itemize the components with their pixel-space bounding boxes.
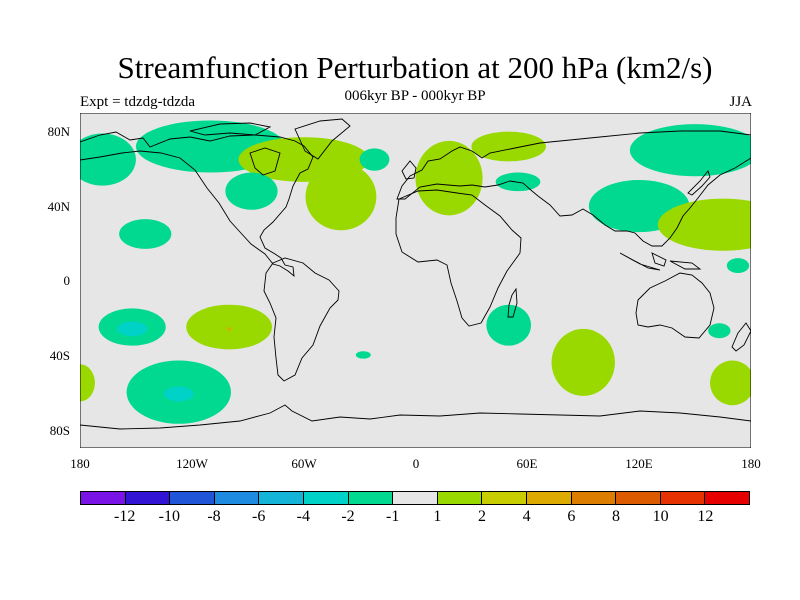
coast-africa xyxy=(395,189,522,327)
coastline-layer xyxy=(80,118,751,430)
coast-madagascar xyxy=(507,287,518,318)
colorbar-segment xyxy=(124,492,170,504)
coast-japan xyxy=(687,170,711,196)
anomaly-n-pacific-pos xyxy=(657,198,751,251)
coast-greenland xyxy=(294,118,351,160)
lon-label-120w: 120W xyxy=(176,456,208,471)
colorbar-segment xyxy=(570,492,616,504)
colorbar-label: -6 xyxy=(251,508,266,525)
colorbar-segment xyxy=(525,492,571,504)
coast-uk xyxy=(401,160,417,180)
coast-new-zealand xyxy=(731,322,751,352)
anomaly-sw-indian-neg xyxy=(486,304,532,346)
colorbar-segment xyxy=(302,492,348,504)
colorbar-label: 2 xyxy=(478,508,486,525)
colorbar-label: 4 xyxy=(522,508,531,525)
lat-label-eq: 0 xyxy=(63,273,71,288)
colorbar-segment xyxy=(481,492,526,504)
lat-label-80s: 80S xyxy=(49,423,70,438)
lat-label-80n: 80N xyxy=(47,124,70,139)
anomaly-east-canada-neg xyxy=(225,172,278,210)
colorbar-segment xyxy=(81,492,125,504)
colorbar-segment xyxy=(659,492,705,504)
anomaly-aus-east-neg xyxy=(708,323,731,339)
chart-title: Streamfunction Perturbation at 200 hPa (… xyxy=(117,50,713,85)
colorbar-segment xyxy=(704,492,749,504)
anomaly-se-pacific-pos-core xyxy=(227,327,231,331)
coast-eurasia xyxy=(396,130,751,247)
colorbar-label: -10 xyxy=(158,508,180,525)
anomaly-scandinavia-pos xyxy=(471,131,546,162)
anomaly-far-sw-pacific-pos xyxy=(80,364,95,402)
lon-label-180w: 180 xyxy=(70,456,90,471)
coast-indonesia xyxy=(619,252,702,271)
coast-arctic-islands xyxy=(189,122,272,136)
chart-subtitle: 006kyr BP - 000kyr BP xyxy=(344,88,486,104)
colorbar-label: 6 xyxy=(567,508,576,525)
colorbar-label: -1 xyxy=(385,508,400,525)
anomaly-ne-pacific-neg xyxy=(119,219,172,249)
colorbar-segment xyxy=(392,492,437,504)
coast-north-america xyxy=(80,131,314,278)
colorbar-segment xyxy=(436,492,482,504)
colorbar-label: -4 xyxy=(296,508,310,525)
anomaly-se-pacific-pos xyxy=(186,304,272,350)
anomaly-arctic-asia-neg xyxy=(629,124,751,177)
lon-label-0: 0 xyxy=(412,456,420,471)
anomaly-nw-pacific-neg xyxy=(726,258,750,274)
colorbar-label: 10 xyxy=(652,508,669,525)
anomaly-nw-atlantic-neg xyxy=(359,148,390,171)
colorbar-segment xyxy=(213,492,259,504)
anomaly-europe-pos xyxy=(415,140,483,216)
anomaly-alaska-neg xyxy=(80,133,136,186)
colorbar-label: 12 xyxy=(697,508,714,525)
anomaly-n-atlantic-pos xyxy=(305,163,377,231)
coast-hudson-bay xyxy=(249,147,281,176)
colorbar-segment xyxy=(258,492,303,504)
coast-south-america xyxy=(263,257,340,382)
colorbar-label: 8 xyxy=(612,508,620,525)
colorbar-segment xyxy=(347,492,393,504)
lon-label-60w: 60W xyxy=(291,456,317,471)
colorbar-segment xyxy=(615,492,660,504)
lon-label-60e: 60E xyxy=(516,456,538,471)
lon-label-120e: 120E xyxy=(625,456,653,471)
coast-australia xyxy=(635,272,715,339)
colorbar-label: -2 xyxy=(341,508,355,525)
lat-label-40s: 40S xyxy=(49,348,70,363)
colorbar-segment xyxy=(169,492,214,504)
anomaly-s-pacific-neg-core xyxy=(117,321,148,337)
anomaly-s-indian-pos xyxy=(551,328,615,396)
anomaly-s-ocean-pacific-core xyxy=(163,386,194,402)
anomaly-sw-pacific-pos xyxy=(710,360,751,406)
colorbar-label: -8 xyxy=(207,508,221,525)
colorbar-label: -12 xyxy=(113,508,136,525)
experiment-label: Expt = tdzdg-tdzda xyxy=(80,94,196,110)
anomaly-s-atlantic-neg xyxy=(355,351,371,359)
coast-antarctica xyxy=(80,404,751,430)
colorbar xyxy=(80,491,750,505)
season-label: JJA xyxy=(729,94,752,110)
lon-label-180e: 180 xyxy=(741,456,761,471)
map-plot xyxy=(80,113,751,448)
colorbar-label: 1 xyxy=(433,508,442,525)
lat-label-40n: 40N xyxy=(47,199,70,214)
anomaly-layer xyxy=(80,120,751,424)
